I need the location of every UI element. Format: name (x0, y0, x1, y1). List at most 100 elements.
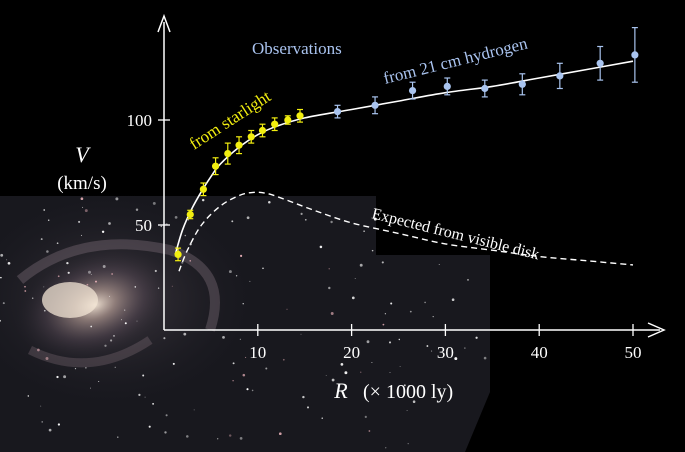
star (45, 357, 49, 360)
star (37, 348, 40, 352)
x-tick-label: 10 (249, 343, 266, 362)
star (56, 242, 59, 245)
star (86, 283, 89, 286)
star (24, 285, 26, 288)
star (152, 201, 156, 205)
star (328, 286, 331, 290)
star (373, 217, 377, 221)
star (409, 310, 412, 313)
star (171, 285, 173, 287)
star (483, 356, 487, 360)
star (108, 295, 110, 297)
starlight-data-point (271, 120, 279, 128)
star (239, 338, 241, 340)
star (2, 302, 5, 305)
star (464, 347, 466, 349)
star (41, 421, 43, 423)
star (340, 363, 344, 366)
x-tick-label: 40 (531, 343, 548, 362)
star (43, 309, 46, 312)
star (186, 435, 189, 438)
data-points (174, 27, 639, 262)
star (43, 286, 45, 288)
star (330, 312, 334, 315)
star (80, 234, 83, 236)
y-axis-unit: (km/s) (57, 173, 107, 194)
star (366, 340, 370, 344)
star (235, 275, 238, 277)
star (328, 268, 330, 270)
star (363, 230, 365, 232)
star (325, 375, 327, 376)
star (228, 434, 232, 437)
star (108, 222, 111, 225)
star (262, 267, 264, 270)
star (467, 279, 469, 281)
star (354, 278, 356, 280)
star (189, 260, 191, 262)
star (101, 230, 105, 233)
star (424, 301, 426, 304)
star (398, 338, 401, 341)
x-tick-label: 50 (625, 343, 642, 362)
star (57, 423, 61, 426)
star (98, 380, 100, 383)
star (113, 335, 115, 337)
star (84, 209, 88, 213)
star (385, 447, 387, 449)
star (408, 385, 411, 388)
star (115, 197, 119, 201)
hydrogen-data-point (443, 82, 451, 90)
star (117, 436, 119, 438)
star (164, 431, 167, 434)
star (431, 350, 433, 352)
star (135, 208, 139, 211)
star (114, 366, 116, 368)
star (432, 315, 434, 318)
star (31, 297, 34, 299)
star (382, 323, 385, 326)
star (251, 389, 254, 392)
star (174, 216, 178, 219)
star (154, 269, 157, 273)
star (67, 271, 70, 274)
star (406, 409, 408, 412)
observations-label: Observations (252, 39, 342, 58)
star (24, 290, 27, 292)
star (300, 333, 302, 335)
star (80, 197, 84, 201)
star (184, 234, 187, 237)
starlight-data-point (296, 112, 304, 120)
x-tick-label: 20 (343, 343, 360, 362)
star (407, 443, 409, 445)
star (163, 337, 166, 340)
star (344, 371, 348, 375)
star (134, 286, 137, 288)
star (268, 200, 271, 204)
starlight-data-point (284, 116, 292, 124)
starlight-data-point (224, 150, 232, 158)
star (242, 373, 246, 377)
star (403, 384, 406, 387)
star (78, 220, 81, 223)
hydrogen-data-point (408, 87, 417, 95)
star (246, 388, 249, 391)
y-tick-label: 100 (127, 111, 153, 130)
star (90, 274, 92, 276)
star (102, 265, 106, 268)
star (249, 280, 251, 282)
star (381, 261, 384, 264)
starlight-data-point (186, 210, 194, 219)
star (278, 432, 282, 436)
star (228, 270, 232, 274)
star (222, 336, 225, 339)
starlight-data-point (235, 141, 243, 149)
star (104, 344, 107, 347)
star (47, 219, 50, 221)
star (217, 438, 219, 440)
star (0, 276, 2, 279)
star (0, 253, 4, 257)
star (438, 264, 440, 266)
